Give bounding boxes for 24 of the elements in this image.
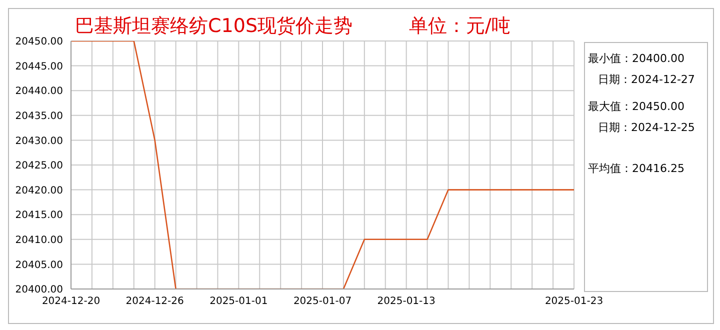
chart-subtitle: 单位：元/吨 [409, 14, 510, 39]
y-tick-label: 20400.00 [15, 284, 63, 296]
text: 最大值：20450.00 [588, 99, 686, 114]
text: 日期：2024-12-27 [598, 72, 696, 87]
y-tick-label: 20440.00 [15, 86, 63, 98]
y-tick-label: 20435.00 [15, 110, 63, 122]
x-tick-label: 2025-01-13 [377, 296, 436, 308]
y-tick-label: 20415.00 [15, 210, 63, 222]
text: 最小值：20400.00 [588, 51, 686, 66]
x-tick-label: 2025-01-23 [544, 296, 604, 308]
x-tick-label: 2025-01-07 [293, 296, 352, 308]
y-tick-label: 20445.00 [15, 61, 63, 72]
chart-title: 巴基斯坦赛络纺C10S现货价走势 [75, 14, 353, 39]
x-tick-label: 2025-01-01 [210, 296, 268, 308]
text: 平均值：20416.25 [588, 161, 686, 176]
y-tick-label: 20405.00 [15, 260, 63, 271]
y-tick-label: 20410.00 [15, 234, 63, 246]
y-tick-label: 20450.00 [15, 36, 63, 48]
text: 日期：2024-12-25 [598, 120, 696, 135]
x-tick-label: 2024-12-26 [126, 296, 184, 308]
y-tick-label: 20425.00 [15, 160, 63, 172]
y-tick-label: 20430.00 [15, 136, 63, 147]
y-tick-label: 20420.00 [15, 185, 63, 196]
x-tick-label: 2024-12-20 [42, 296, 100, 308]
